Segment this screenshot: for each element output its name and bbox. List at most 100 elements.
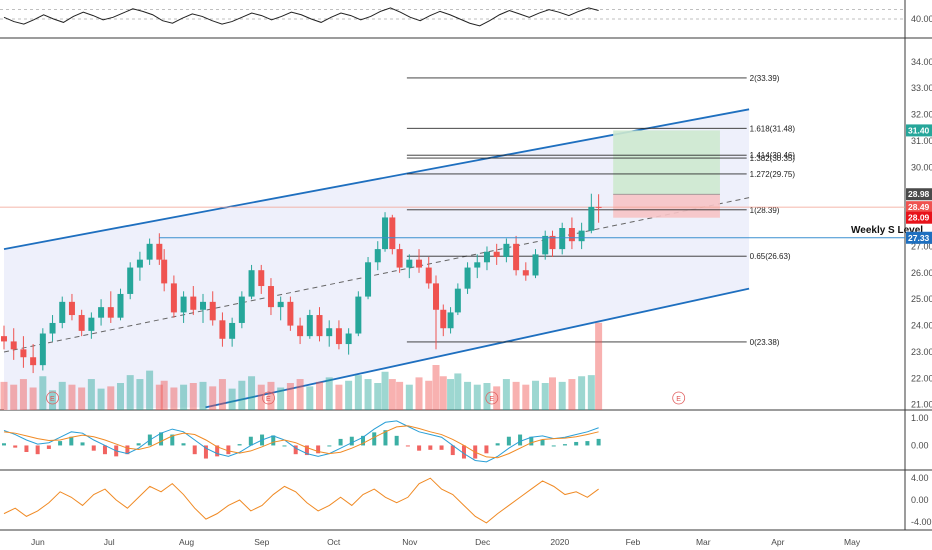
weekly-support-level: Weekly S Level [159, 225, 923, 239]
candle-body [1, 336, 7, 342]
volume-bar [199, 381, 207, 410]
macd-histogram-bar [69, 436, 74, 446]
macd-histogram-bar [574, 441, 579, 446]
top-indicator-pane [0, 7, 905, 27]
candle-body [248, 270, 255, 297]
candle-body [287, 301, 294, 326]
volume-bar [578, 376, 586, 410]
volume-bar [325, 377, 333, 410]
candle-body [98, 307, 105, 318]
volume-bar [454, 373, 462, 410]
macd-histogram-bar [428, 445, 433, 450]
macd-histogram-bar [125, 445, 130, 455]
month-label: Oct [327, 537, 341, 547]
volume-bar [19, 379, 27, 410]
volume-bar [405, 384, 413, 410]
macd-histogram-bar [136, 443, 141, 446]
volume-bar [296, 379, 304, 410]
volume-bar [439, 376, 447, 410]
candle-body [365, 262, 372, 297]
channel-lower-line [205, 287, 750, 409]
candle-body [229, 322, 236, 339]
candle-body [190, 296, 197, 310]
earnings-icon-label: E [50, 396, 55, 403]
macd-histogram-bar [529, 436, 534, 446]
volume-bar [267, 381, 275, 410]
candle-body [127, 267, 134, 294]
position-zones [613, 130, 720, 218]
macd-histogram-bar [417, 445, 422, 451]
earnings-icon [672, 391, 686, 405]
volume-bar [541, 383, 549, 410]
candle-body [396, 249, 403, 268]
candle-body [146, 243, 153, 260]
candle-body [238, 296, 245, 323]
price-tick-label: 21.00 [911, 400, 932, 410]
candle-body [568, 228, 575, 242]
price-tick-label: 22.00 [911, 373, 932, 383]
candle-body [30, 357, 37, 366]
macd-histogram-bar [316, 445, 321, 454]
candle-body [267, 286, 274, 308]
volume-bar [502, 379, 510, 410]
volume-bar [87, 379, 95, 410]
profit-zone [613, 130, 720, 195]
osc-tick-label: -4.00 [911, 517, 932, 527]
candle-body [355, 296, 362, 334]
macd-histogram-bar [226, 445, 231, 455]
price-axis[interactable]: 34.0033.0032.0031.0030.0029.0028.0027.00… [906, 14, 932, 527]
volume-bar [58, 381, 66, 410]
volume-bar [432, 365, 440, 410]
candle-body [258, 270, 265, 287]
month-label: Jul [104, 537, 115, 547]
price-tick-label: 26.00 [911, 268, 932, 278]
candle-body [416, 259, 423, 268]
fib-level-label: 1.414(30.46) [750, 151, 796, 160]
candle-body [578, 230, 585, 242]
price-tag-label: 28.09 [908, 213, 930, 223]
macd-histogram-bar [506, 436, 511, 446]
macd-histogram-bar [562, 444, 567, 446]
price-tag [906, 211, 932, 224]
macd-histogram-bar [2, 443, 6, 446]
macd-histogram-bar [394, 435, 399, 446]
earnings-icon [485, 391, 499, 405]
candle-body [68, 301, 75, 316]
volume-bars [0, 322, 603, 410]
volume-bar [257, 384, 265, 410]
candle-body [180, 296, 187, 313]
candle-body [493, 251, 500, 258]
candle-body [161, 259, 168, 284]
price-tag-label: 31.40 [908, 125, 930, 135]
macd-histogram-bar [304, 445, 309, 456]
candle-body [433, 283, 440, 310]
macd-histogram-bar [91, 445, 96, 451]
candle-body [78, 315, 85, 331]
candle-body [209, 301, 216, 321]
macd-histogram-bar [596, 438, 601, 446]
candle-body [107, 307, 114, 318]
volume-bar [180, 384, 188, 410]
candle-body [136, 259, 143, 268]
macd-histogram-bar [248, 436, 253, 446]
candle-body [532, 254, 539, 276]
price-tick-label: 23.00 [911, 347, 932, 357]
price-tag [906, 124, 932, 137]
macd-tick-label: 0.00 [911, 440, 929, 450]
volume-bar [116, 383, 124, 410]
macd-histogram-bar [338, 438, 343, 446]
macd-histogram-bar [372, 432, 377, 446]
volume-bar [78, 387, 86, 410]
price-tick-label: 34.00 [911, 57, 932, 67]
oscillator-pane [3, 477, 599, 524]
fib-level-label: 1.618(31.48) [750, 124, 796, 133]
loss-zone [613, 194, 720, 218]
time-axis[interactable]: Jun Jul Aug Sep Oct Nov Dec 2020 Feb Mar Apr May [31, 537, 861, 547]
macd-histogram-bar [450, 445, 455, 456]
candle-body [389, 217, 396, 250]
candle-body [156, 243, 163, 260]
volume-bar [493, 386, 501, 410]
macd-histogram-bar [181, 443, 186, 446]
volume-bar [248, 376, 256, 410]
candle-body [440, 309, 447, 329]
